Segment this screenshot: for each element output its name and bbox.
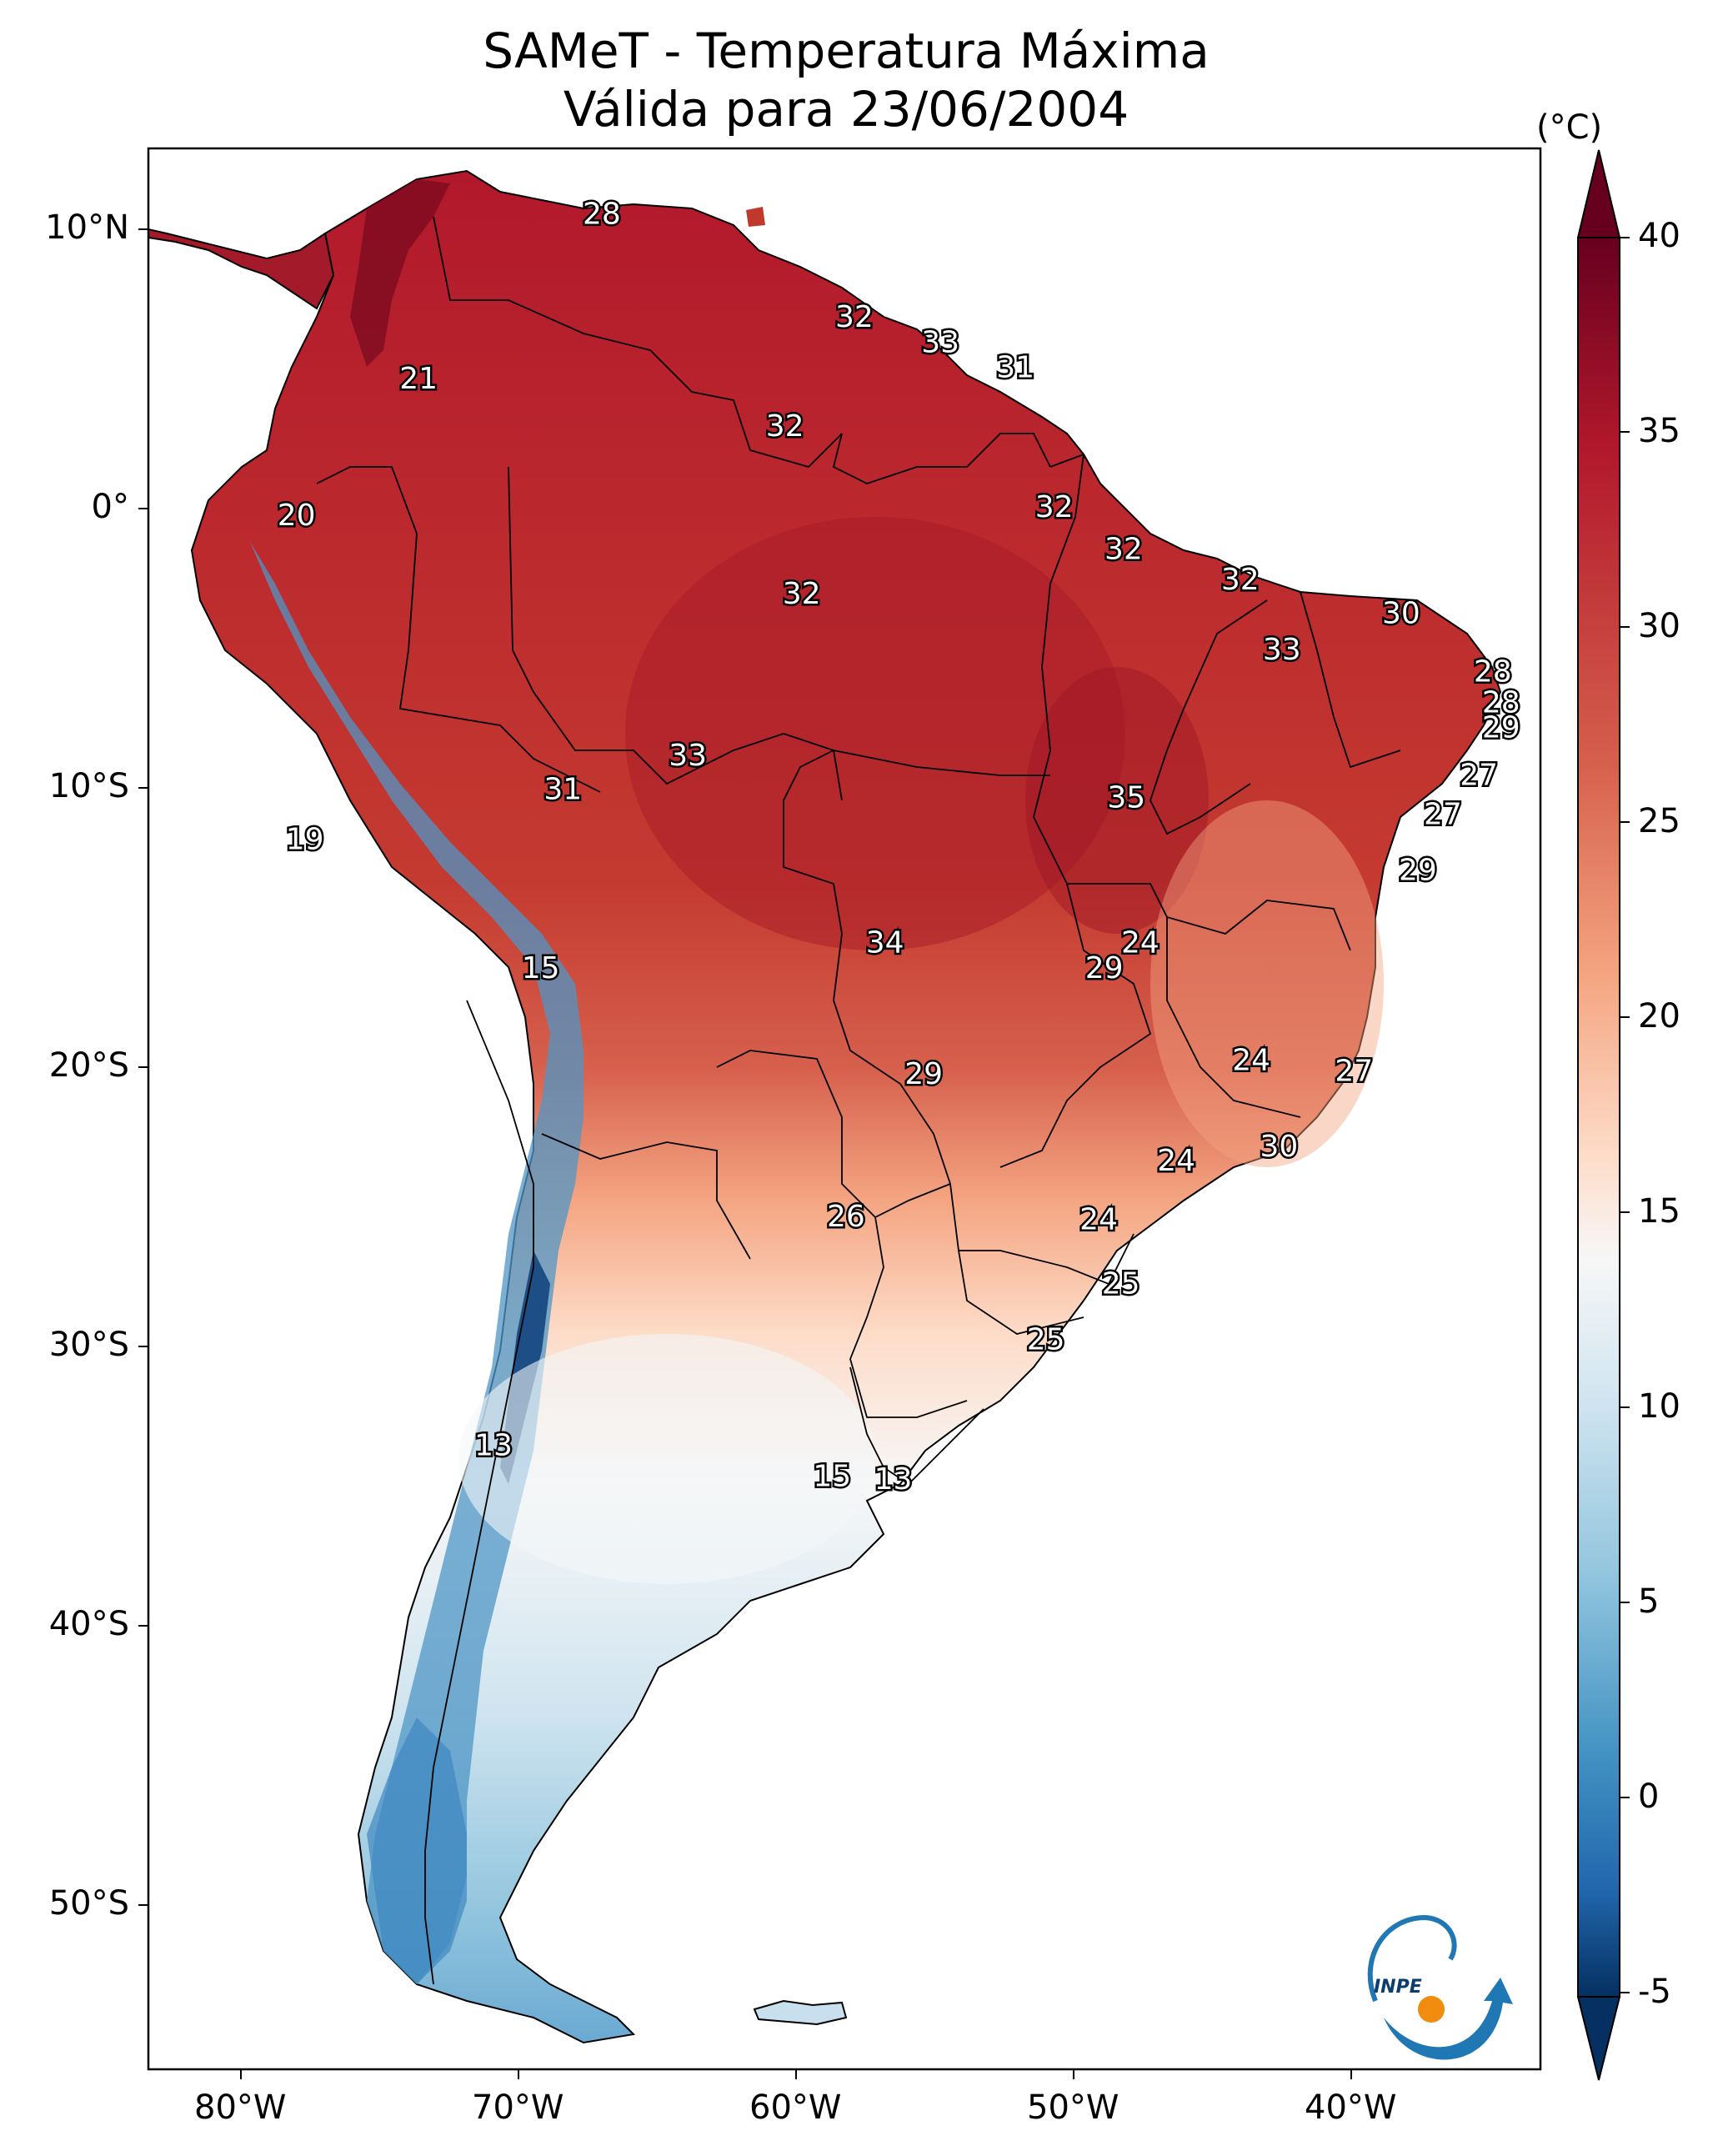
y-tick-label: 20°S (48, 1046, 129, 1085)
value-label: 31 (543, 772, 582, 806)
trinidad-island (746, 207, 765, 227)
x-tick-label: 60°W (749, 2088, 842, 2127)
andes-cold-band (250, 542, 584, 1984)
y-tick-label: 10°S (48, 767, 129, 805)
value-label: 19 (286, 823, 324, 857)
value-label: 32 (1035, 490, 1074, 524)
value-label: 27 (1335, 1055, 1373, 1089)
value-label: 13 (474, 1429, 513, 1463)
value-label: 32 (1221, 563, 1260, 597)
value-label: 31 (996, 351, 1034, 385)
value-label: 28 (1482, 686, 1520, 720)
value-label: 32 (783, 577, 821, 611)
y-tick-label: 0° (91, 488, 129, 526)
colorbar-tick-label: 15 (1638, 1192, 1680, 1231)
value-label: 35 (1107, 780, 1145, 815)
colorbar-tick-label: 10 (1638, 1387, 1680, 1426)
inpe-logo-text: INPE (1374, 1977, 1422, 1998)
inpe-logo-swoosh (1384, 1978, 1513, 2060)
country-borders (316, 216, 1401, 1985)
patagonia-cold (367, 1717, 467, 1984)
colorbar-top-extend (1576, 149, 1621, 238)
hot-core-north (350, 179, 450, 367)
value-label: 21 (399, 362, 438, 396)
value-label: 32 (1104, 532, 1143, 566)
x-tick-label: 40°W (1305, 2088, 1397, 2127)
value-label: 20 (278, 499, 316, 533)
value-label: 33 (921, 325, 959, 359)
value-label: 15 (522, 951, 560, 985)
plot-frame (147, 147, 1542, 2071)
falkland-islands (753, 1999, 848, 2026)
colorbar-tick-label: 5 (1638, 1582, 1660, 1621)
colorbar-tick-label: 40 (1638, 217, 1680, 255)
south-america-landmass (190, 169, 1502, 2044)
value-label: 27 (1424, 798, 1462, 832)
land-group (148, 169, 1502, 2044)
value-label: 24 (1079, 1202, 1118, 1236)
value-label: 25 (1027, 1322, 1065, 1356)
colorbar-tick-label: 25 (1638, 802, 1680, 840)
hot-core-tocantins (1025, 667, 1209, 934)
value-label: 32 (766, 409, 804, 444)
colorbar-tick-label: 35 (1638, 412, 1680, 450)
central-america-landmass (148, 228, 335, 310)
inpe-logo-arc (1367, 1914, 1457, 2003)
map-title: SAMeT - Temperatura Máxima (483, 23, 1210, 79)
value-label: 26 (827, 1200, 865, 1234)
value-label: 30 (1382, 596, 1420, 630)
value-label: 29 (904, 1057, 943, 1091)
value-label: 34 (866, 926, 904, 960)
value-label: 33 (669, 739, 707, 773)
inpe-logo: INPE (1367, 1914, 1513, 2060)
value-label: 27 (1460, 759, 1498, 793)
colorbar-unit: (°C) (1536, 108, 1603, 147)
colorbar (1576, 149, 1630, 2081)
y-tick-label: 50°S (48, 1884, 129, 1923)
value-label: 33 (1263, 633, 1301, 667)
colorbar-tick-label: 30 (1638, 607, 1680, 645)
colorbar-bottom-extend (1576, 1996, 1621, 2081)
value-label: 29 (1482, 711, 1520, 745)
x-tick-label: 70°W (472, 2088, 564, 2127)
value-label: 29 (1399, 854, 1437, 888)
inpe-logo-sun (1418, 1996, 1445, 2023)
value-label: 13 (874, 1462, 913, 1497)
value-label: 24 (1121, 926, 1160, 960)
value-label: 28 (583, 197, 621, 231)
colorbar-tick-label: 0 (1638, 1777, 1660, 1816)
x-tick-marks (240, 2069, 1352, 2079)
value-label: 24 (1157, 1144, 1195, 1178)
map-subtitle: Válida para 23/06/2004 (563, 81, 1129, 138)
value-label: 28 (1474, 655, 1512, 689)
value-label: 15 (813, 1460, 851, 1494)
x-tick-label: 80°W (194, 2088, 287, 2127)
colorbar-tick-label: -5 (1638, 1973, 1671, 2011)
y-tick-label: 40°S (48, 1605, 129, 1643)
value-label: 32 (835, 300, 874, 334)
colorbar-ticks (1620, 237, 1630, 1993)
y-tick-label: 30°S (48, 1326, 129, 1364)
hot-core-center (625, 517, 1125, 950)
y-tick-label: 10°N (45, 208, 129, 247)
warm-east (1150, 800, 1384, 1167)
value-label: 24 (1232, 1043, 1270, 1077)
y-tick-marks (138, 228, 148, 1906)
value-label: 25 (1102, 1266, 1140, 1301)
x-tick-label: 50°W (1027, 2088, 1119, 2127)
pampas-neutral (458, 1334, 875, 1584)
colorbar-body (1577, 237, 1620, 1998)
value-label: 30 (1260, 1130, 1298, 1164)
value-label: 29 (1085, 951, 1124, 985)
colorbar-tick-label: 20 (1638, 997, 1680, 1035)
